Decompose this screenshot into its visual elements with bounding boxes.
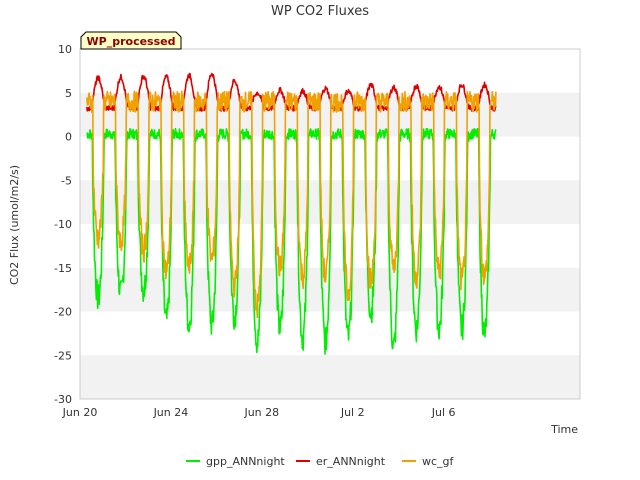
x-tick-label: Jul 2 <box>340 406 365 419</box>
grid-band <box>80 355 580 399</box>
y-tick-label: 5 <box>65 87 72 100</box>
legend: gpp_ANNnight er_ANNnight wc_gf <box>186 455 455 468</box>
y-tick-label: -30 <box>54 393 72 406</box>
x-tick-label: Jul 6 <box>431 406 456 419</box>
y-tick-label: 10 <box>58 43 72 56</box>
x-tick-labels: Jun 20 Jun 24 Jun 28 Jul 2 Jul 6 <box>62 406 456 419</box>
legend-label: er_ANNnight <box>316 455 386 468</box>
x-tick-label: Jun 24 <box>153 406 189 419</box>
y-tick-labels: 10 5 0 -5 -10 -15 -20 -25 -30 <box>54 43 72 406</box>
badge-label: WP_processed <box>87 35 176 48</box>
x-axis-label: Time <box>550 423 578 436</box>
y-tick-label: -15 <box>54 262 72 275</box>
processed-badge: WP_processed <box>81 32 181 49</box>
x-tick-label: Jun 28 <box>243 406 279 419</box>
y-axis-label: CO2 Flux (umol/m2/s) <box>8 165 21 285</box>
chart-title: WP CO2 Fluxes <box>271 4 369 19</box>
y-tick-label: -20 <box>54 306 72 319</box>
y-tick-label: -10 <box>54 218 72 231</box>
co2-flux-chart: 10 5 0 -5 -10 -15 -20 -25 -30 Jun 20 Jun 24 Jun 28… <box>0 0 640 480</box>
y-tick-label: -5 <box>61 174 72 187</box>
y-tick-label: 0 <box>65 131 72 144</box>
x-tick-label: Jun 20 <box>62 406 98 419</box>
legend-label: wc_gf <box>422 455 455 468</box>
legend-label: gpp_ANNnight <box>206 455 285 468</box>
y-tick-label: -25 <box>54 349 72 362</box>
